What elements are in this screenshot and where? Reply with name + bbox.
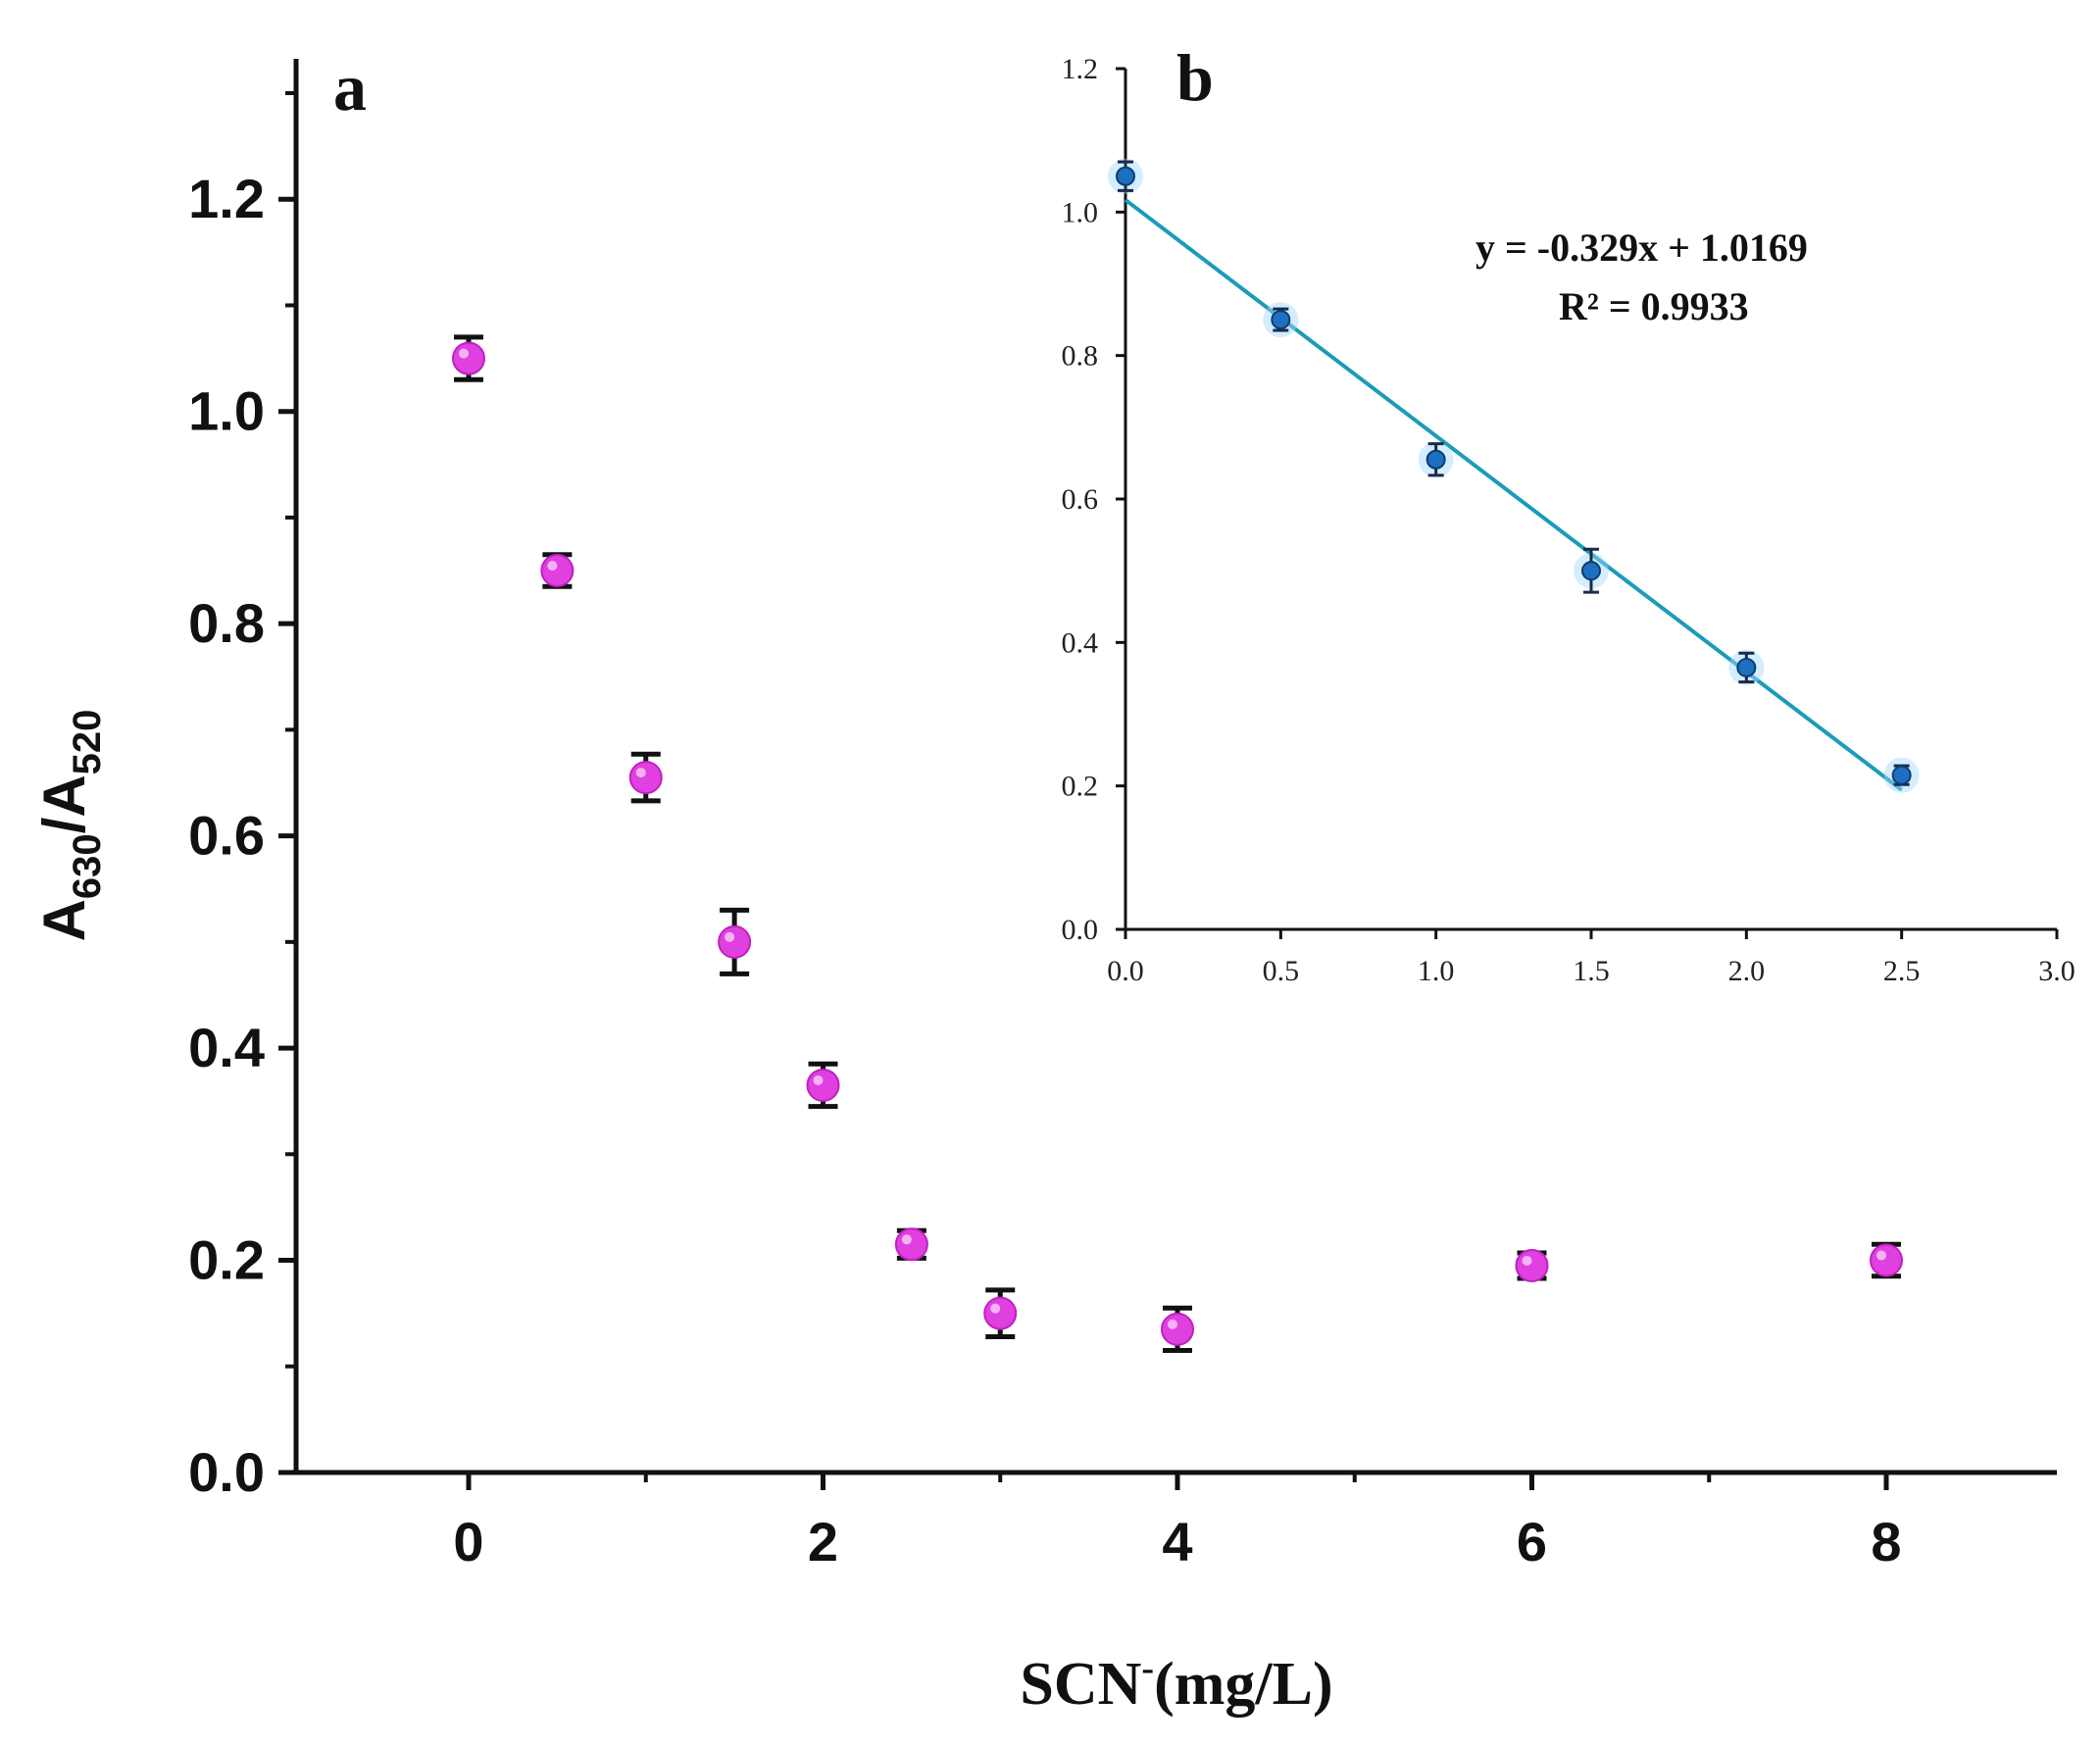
inset-plot-b: 0.0 0.2 0.4 0.6 0.8 1.0 1.2 0.0 0.5 1.0 1.5 2.0 2.5… xyxy=(1062,40,2075,987)
inset-data-point xyxy=(1883,757,1920,793)
main-x-tick-label: 0 xyxy=(453,1511,483,1572)
inset-y-tick-label: 0.6 xyxy=(1062,483,1099,516)
main-x-axis-title: SCN-(mg/L) xyxy=(1020,1648,1332,1718)
main-y-tick-label: 1.2 xyxy=(188,168,265,229)
panel-label-a: a xyxy=(333,50,367,125)
main-y-axis-title: A630/A520 xyxy=(31,710,109,942)
main-data-point xyxy=(806,1061,840,1110)
inset-data-point xyxy=(1728,649,1765,685)
inset-x-tick-label: 0.0 xyxy=(1107,955,1144,987)
main-data-point xyxy=(628,751,663,804)
xlabel-sup: - xyxy=(1141,1648,1154,1689)
ylabel-slash: /A xyxy=(31,774,97,833)
main-data-point xyxy=(983,1287,1018,1339)
main-y-tick-label: 1.0 xyxy=(188,380,265,442)
main-y-tick-label: 0.6 xyxy=(188,805,265,867)
inset-y-tick-label: 1.0 xyxy=(1062,196,1099,228)
inset-x-tick-label: 1.5 xyxy=(1573,955,1610,987)
inset-x-tick-label: 2.0 xyxy=(1728,955,1766,987)
xlabel-main: SCN xyxy=(1020,1651,1141,1718)
inset-y-tick-label: 0.0 xyxy=(1062,914,1099,946)
panel-label-b: b xyxy=(1176,40,1214,115)
inset-x-ticks: 0.0 0.5 1.0 1.5 2.0 2.5 3.0 xyxy=(1107,929,2075,987)
inset-y-tick-label: 1.2 xyxy=(1062,53,1099,85)
ylabel-sub2: 520 xyxy=(66,710,109,775)
ylabel-sub1: 630 xyxy=(66,833,109,899)
main-data-point xyxy=(894,1227,928,1262)
main-x-tick-label: 4 xyxy=(1162,1511,1192,1572)
fit-r-squared: R² = 0.9933 xyxy=(1559,284,1749,328)
main-data-point xyxy=(718,907,752,976)
xlabel-unit: (mg/L) xyxy=(1154,1651,1333,1718)
main-data-point xyxy=(540,552,575,589)
ylabel-main: A xyxy=(31,899,97,941)
main-x-tick-label: 2 xyxy=(808,1511,838,1572)
main-data-point xyxy=(1515,1248,1549,1282)
inset-x-tick-label: 3.0 xyxy=(2038,955,2075,987)
inset-data-point xyxy=(1263,302,1299,338)
inset-y-tick-label: 0.2 xyxy=(1062,771,1099,803)
inset-y-ticks: 0.0 0.2 0.4 0.6 0.8 1.0 1.2 xyxy=(1062,53,1125,946)
main-y-tick-label: 0.4 xyxy=(188,1017,265,1078)
inset-data-point xyxy=(1418,441,1454,477)
inset-x-tick-label: 0.5 xyxy=(1263,955,1300,987)
main-y-tick-label: 0.2 xyxy=(188,1229,265,1291)
main-y-tick-label: 0.8 xyxy=(188,592,265,654)
main-data-points xyxy=(452,334,1903,1354)
inset-data-point xyxy=(1574,547,1609,594)
main-data-point xyxy=(1161,1305,1194,1354)
main-y-ticks: 0.0 0.2 0.4 0.6 0.8 1.0 1.2 xyxy=(188,91,296,1503)
inset-x-tick-label: 2.5 xyxy=(1883,955,1921,987)
main-x-ticks: 0 2 4 6 8 xyxy=(453,1472,1902,1572)
fit-equation: y = -0.329x + 1.0169 xyxy=(1475,225,1808,270)
main-y-tick-label: 0.0 xyxy=(188,1441,265,1503)
inset-data-point xyxy=(1108,158,1143,194)
main-x-tick-label: 8 xyxy=(1871,1511,1901,1572)
inset-y-tick-label: 0.4 xyxy=(1062,626,1099,659)
main-x-tick-label: 6 xyxy=(1517,1511,1547,1572)
inset-fit-line xyxy=(1124,198,1903,792)
inset-y-tick-label: 0.8 xyxy=(1062,340,1099,373)
inset-x-tick-label: 1.0 xyxy=(1418,955,1455,987)
inset-data-points xyxy=(1108,158,1920,793)
main-data-point xyxy=(452,334,485,382)
main-data-point xyxy=(1870,1241,1903,1279)
